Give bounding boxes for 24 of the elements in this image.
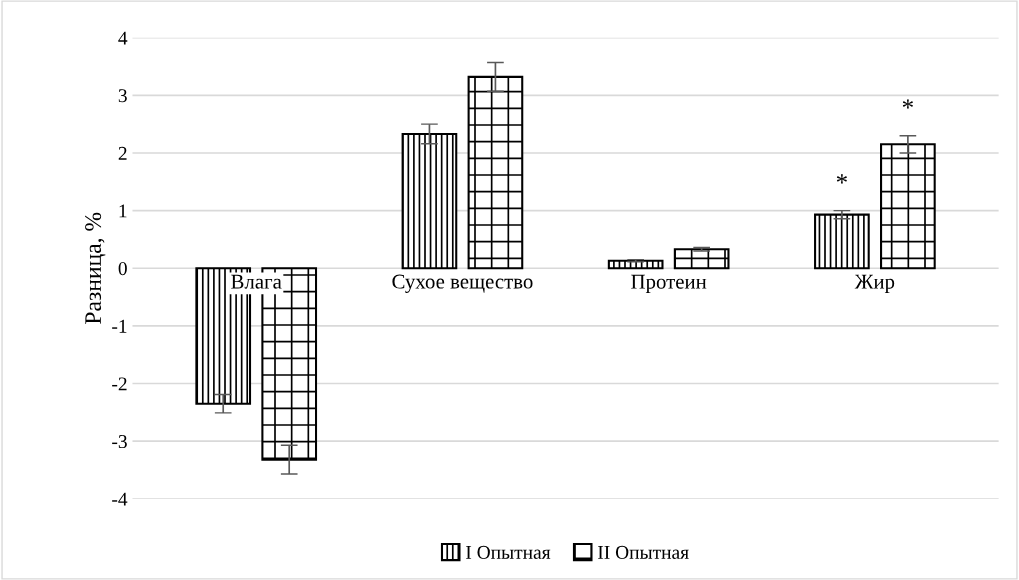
bar bbox=[401, 132, 458, 270]
y-tick-label: 2 bbox=[118, 146, 127, 160]
y-tick-label: -3 bbox=[112, 435, 127, 449]
x-tick-label: Сухое вещество bbox=[392, 274, 533, 293]
y-tick-label: -4 bbox=[112, 492, 128, 506]
bar bbox=[880, 143, 936, 270]
bar bbox=[814, 213, 870, 270]
y-axis-title: Разница, % bbox=[85, 212, 106, 324]
x-tick-label: Влага bbox=[231, 274, 282, 289]
y-tick-label: 0 bbox=[118, 262, 127, 276]
y-tick-label: -1 bbox=[112, 319, 127, 333]
y-tick-label: 3 bbox=[118, 89, 127, 103]
x-tick-label: Протеин bbox=[631, 274, 707, 293]
legend-label: I Опытная bbox=[466, 545, 551, 559]
annotation: * bbox=[836, 174, 847, 184]
y-tick-label: 1 bbox=[119, 204, 127, 218]
y-tick-label: -2 bbox=[112, 377, 127, 391]
bar bbox=[607, 259, 664, 270]
legend-label: II Опытная bbox=[598, 545, 689, 559]
bar bbox=[467, 75, 524, 270]
x-tick-label: Жир bbox=[854, 274, 895, 293]
y-tick-label: 4 bbox=[118, 31, 128, 45]
annotation: * bbox=[902, 99, 913, 109]
bar bbox=[673, 248, 730, 270]
